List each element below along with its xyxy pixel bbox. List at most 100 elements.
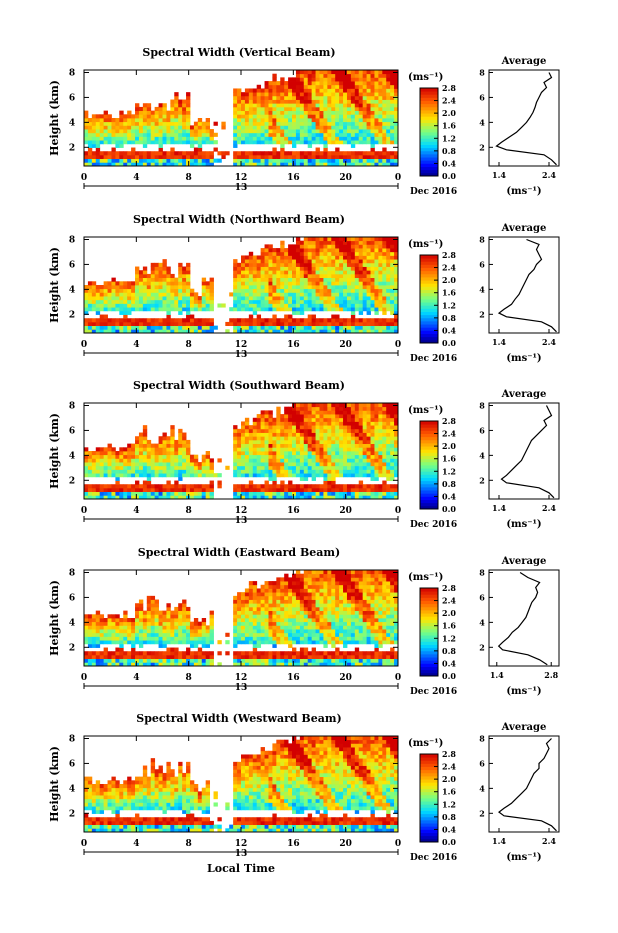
heatmap-cell	[143, 111, 147, 115]
heatmap-cell	[331, 111, 335, 115]
heatmap-cell	[304, 74, 308, 78]
heatmap-cell	[386, 455, 390, 459]
heatmap-cell	[202, 278, 206, 282]
heatmap-cell	[390, 270, 394, 274]
heatmap-cell	[390, 466, 394, 470]
heatmap-cell	[265, 488, 269, 492]
heatmap-cell	[323, 252, 327, 256]
heatmap-cell	[355, 429, 359, 433]
heatmap-cell	[166, 629, 170, 633]
heatmap-cell	[206, 285, 210, 289]
heatmap-cell	[108, 118, 112, 122]
heatmap-cell	[127, 159, 131, 163]
heatmap-cell	[355, 103, 359, 107]
heatmap-cell	[147, 603, 151, 607]
heatmap-cell	[182, 492, 186, 496]
heatmap-cell	[268, 100, 272, 104]
heatmap-cell	[178, 296, 182, 300]
heatmap-cell	[241, 421, 245, 425]
heatmap-cell	[253, 136, 257, 140]
heatmap-cell	[331, 322, 335, 326]
heatmap-cell	[135, 629, 139, 633]
heatmap-cell	[190, 307, 194, 311]
heatmap-cell	[300, 292, 304, 296]
average-x-tick-label: 2.4	[542, 337, 556, 347]
heatmap-cell	[371, 407, 375, 411]
heatmap-cell	[135, 285, 139, 289]
heatmap-cell	[320, 70, 324, 74]
heatmap-cell	[284, 433, 288, 437]
heatmap-cell	[245, 114, 249, 118]
heatmap-cell	[284, 252, 288, 256]
heatmap-cell	[312, 237, 316, 241]
heatmap-cell	[382, 77, 386, 81]
heatmap-cell	[166, 289, 170, 293]
heatmap-cell	[163, 270, 167, 274]
colorbar-swatch	[420, 421, 438, 425]
heatmap-cell	[155, 447, 159, 451]
heatmap-cell	[147, 466, 151, 470]
heatmap-cell	[108, 618, 112, 622]
heatmap-cell	[147, 625, 151, 629]
heatmap-cell	[312, 88, 316, 92]
heatmap-cell	[253, 296, 257, 300]
colorbar-swatch	[420, 446, 438, 450]
heatmap-cell	[327, 125, 331, 129]
heatmap-cell	[88, 458, 92, 462]
heatmap-cell	[304, 140, 308, 144]
heatmap-cell	[147, 129, 151, 133]
heatmap-cell	[100, 285, 104, 289]
heatmap-cell	[378, 103, 382, 107]
heatmap-cell	[374, 307, 378, 311]
heatmap-cell	[347, 122, 351, 126]
heatmap-cell	[143, 307, 147, 311]
heatmap-cell	[194, 140, 198, 144]
heatmap-cell	[135, 159, 139, 163]
heatmap-cell	[265, 140, 269, 144]
heatmap-cell	[382, 469, 386, 473]
heatmap-cell	[300, 151, 304, 155]
heatmap-cell	[378, 133, 382, 137]
heatmap-cell	[253, 455, 257, 459]
heatmap-cell	[339, 433, 343, 437]
x-tick-label: 16	[287, 173, 300, 183]
heatmap-cell	[308, 159, 312, 163]
heatmap-cell	[166, 281, 170, 285]
heatmap-cell	[386, 425, 390, 429]
heatmap-cell	[265, 281, 269, 285]
heatmap-cell	[147, 281, 151, 285]
heatmap-cell	[143, 292, 147, 296]
heatmap-cell	[316, 70, 320, 74]
heatmap-cell	[186, 151, 190, 155]
heatmap-cell	[288, 322, 292, 326]
heatmap-cell	[371, 488, 375, 492]
heatmap-cell	[194, 318, 198, 322]
heatmap-cell	[335, 451, 339, 455]
heatmap-cell	[367, 285, 371, 289]
heatmap-cell	[288, 129, 292, 133]
heatmap-cell	[304, 429, 308, 433]
heatmap-cell	[312, 447, 316, 451]
heatmap-cell	[378, 111, 382, 115]
heatmap-cell	[104, 466, 108, 470]
heatmap-cell	[155, 281, 159, 285]
heatmap-cell	[296, 125, 300, 129]
heatmap-cell	[135, 318, 139, 322]
heatmap-cell	[115, 614, 119, 618]
heatmap-cell	[178, 263, 182, 267]
heatmap-cell	[308, 414, 312, 418]
heatmap-cell	[382, 403, 386, 407]
heatmap-cell	[320, 274, 324, 278]
heatmap-cell	[249, 436, 253, 440]
heatmap-cell	[339, 267, 343, 271]
heatmap-cell	[296, 96, 300, 100]
heatmap-cell	[367, 429, 371, 433]
heatmap-cell	[300, 436, 304, 440]
heatmap-cell	[127, 151, 131, 155]
heatmap-cell	[351, 300, 355, 304]
heatmap-cell	[320, 292, 324, 296]
heatmap-cell	[371, 111, 375, 115]
heatmap-cell	[316, 296, 320, 300]
heatmap-cell	[194, 651, 198, 655]
heatmap-cell	[304, 303, 308, 307]
